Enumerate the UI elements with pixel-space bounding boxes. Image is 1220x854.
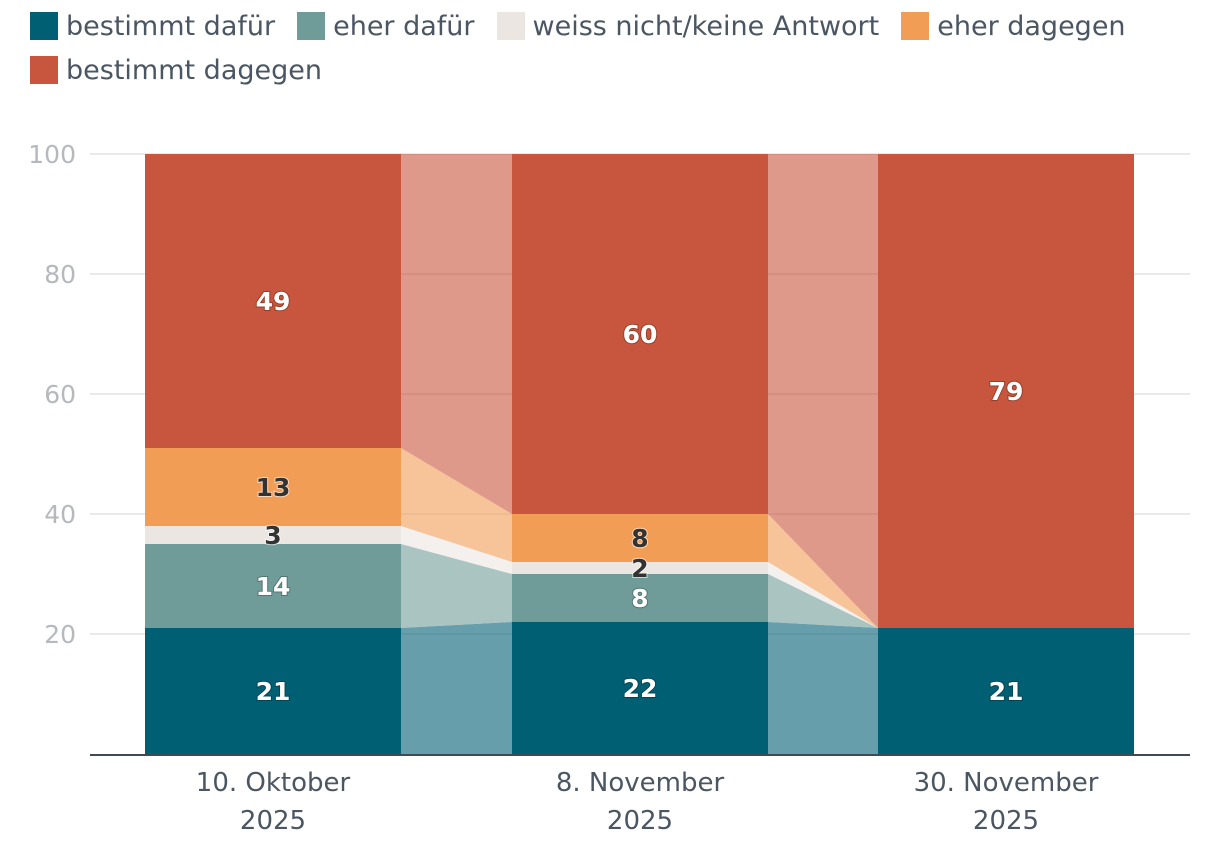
connector-band [401,622,512,754]
data-label: 14 [256,572,291,601]
bar-segment [512,514,768,562]
label-layer: 21 14 3 13 49 22 828 60 21 79 [255,286,1025,707]
x-tick-label: 2025 [973,806,1039,836]
connector-band [401,544,512,628]
legend-item: eher dagegen [901,10,1126,42]
legend-swatch [30,12,58,40]
data-label: 21 [256,677,291,706]
legend-item: bestimmt dagegen [30,54,322,86]
legend-label: weiss nicht/keine Antwort [532,10,880,42]
legend-item: eher dafür [297,10,475,42]
data-label: 79 [989,377,1024,406]
connector-band [768,154,878,628]
y-tick-label: 80 [44,260,76,289]
legend-item: weiss nicht/keine Antwort [496,10,880,42]
x-tick-label: 8. November [556,768,725,798]
x-tick-label: 2025 [240,806,306,836]
connector-band [401,526,512,574]
bar-segment [145,154,401,448]
data-label: 22 [623,674,658,703]
data-label: 49 [256,287,291,316]
legend-swatch [30,56,58,84]
bar-segment [145,544,401,628]
data-label: 8 [631,524,648,553]
bar-segment [512,154,768,514]
data-label: 8 [631,584,648,613]
axis-layer: 10. Oktober 2025 8. November 2025 30. Novemb… [90,754,1190,836]
bar-segment [512,574,768,622]
connector-layer [401,154,878,754]
bar-segment [512,622,768,754]
bar-segment [145,628,401,754]
data-label: 21 [989,677,1024,706]
x-tick-label: 30. November [914,768,1099,798]
connector-band [768,622,878,754]
bar-segment [878,154,1134,628]
legend-label: eher dafür [333,10,475,42]
y-tick-label: 20 [44,620,76,649]
x-tick-label: 2025 [607,806,673,836]
legend-swatch [297,12,326,40]
legend: bestimmt dafür eher dafür weiss nicht/kein… [30,10,1200,86]
data-label: 2 [631,554,648,583]
legend-item: bestimmt dafür [30,10,275,42]
y-tick-label: 100 [28,140,76,169]
data-label: 3 [264,521,281,550]
legend-swatch [496,12,525,40]
legend-swatch [901,12,930,40]
bar-segment [145,526,401,544]
y-tick-label: 40 [44,500,76,529]
bar-segment [512,562,768,574]
legend-label: bestimmt dafür [66,10,276,42]
x-tick-label: 10. Oktober [196,768,351,798]
bar-layer [145,154,1134,754]
connector-band [401,154,512,514]
bar-segment [145,448,401,526]
bar-segment [878,628,1134,754]
y-tick-label: 60 [44,380,76,409]
connector-band [401,448,512,562]
legend-label: eher dagegen [937,10,1126,42]
data-label: 60 [623,320,658,349]
data-label: 13 [256,473,291,502]
legend-label: bestimmt dagegen [66,54,322,86]
